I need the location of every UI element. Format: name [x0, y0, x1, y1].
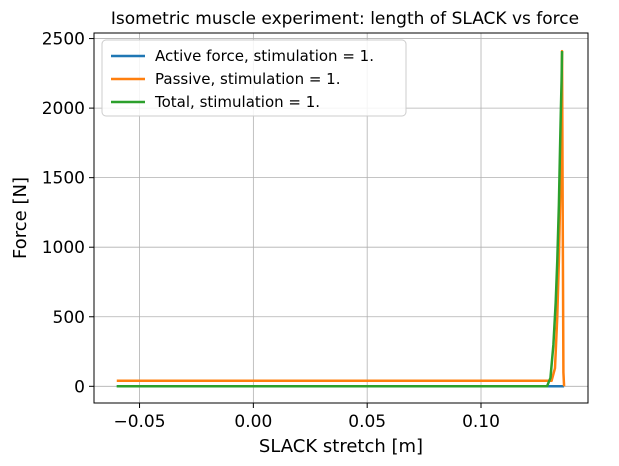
y-tick-label: 500: [53, 308, 85, 328]
legend-label: Total, stimulation = 1.: [154, 93, 320, 111]
legend-label: Active force, stimulation = 1.: [155, 47, 374, 65]
x-tick-label: 0.00: [234, 412, 272, 432]
y-tick-label: 1500: [42, 169, 85, 189]
y-tick-label: 0: [74, 377, 85, 397]
series-line-3: [116, 51, 564, 388]
x-tick-label: −0.05: [113, 412, 165, 432]
ticks: −0.05 0.00 0.05 0.10 0 500 1000 1500 2000 2500: [42, 30, 500, 432]
y-axis-label: Force [N]: [10, 177, 31, 259]
x-axis-label: SLACK stretch [m]: [259, 436, 423, 457]
legend-box: [101, 39, 407, 117]
plot-frame: [93, 32, 589, 404]
y-tick-label: 2500: [42, 30, 85, 50]
legend-label: Passive, stimulation = 1.: [155, 70, 341, 88]
x-tick-label: 0.10: [462, 412, 500, 432]
series-lines: [116, 49, 566, 388]
y-tick-label: 1000: [42, 238, 85, 258]
chart-title: Isometric muscle experiment: length of S…: [111, 9, 579, 29]
legend: Active force, stimulation = 1. Passive, s…: [101, 39, 407, 117]
x-tick-label: 0.05: [348, 412, 386, 432]
y-tick-label: 2000: [42, 99, 85, 119]
